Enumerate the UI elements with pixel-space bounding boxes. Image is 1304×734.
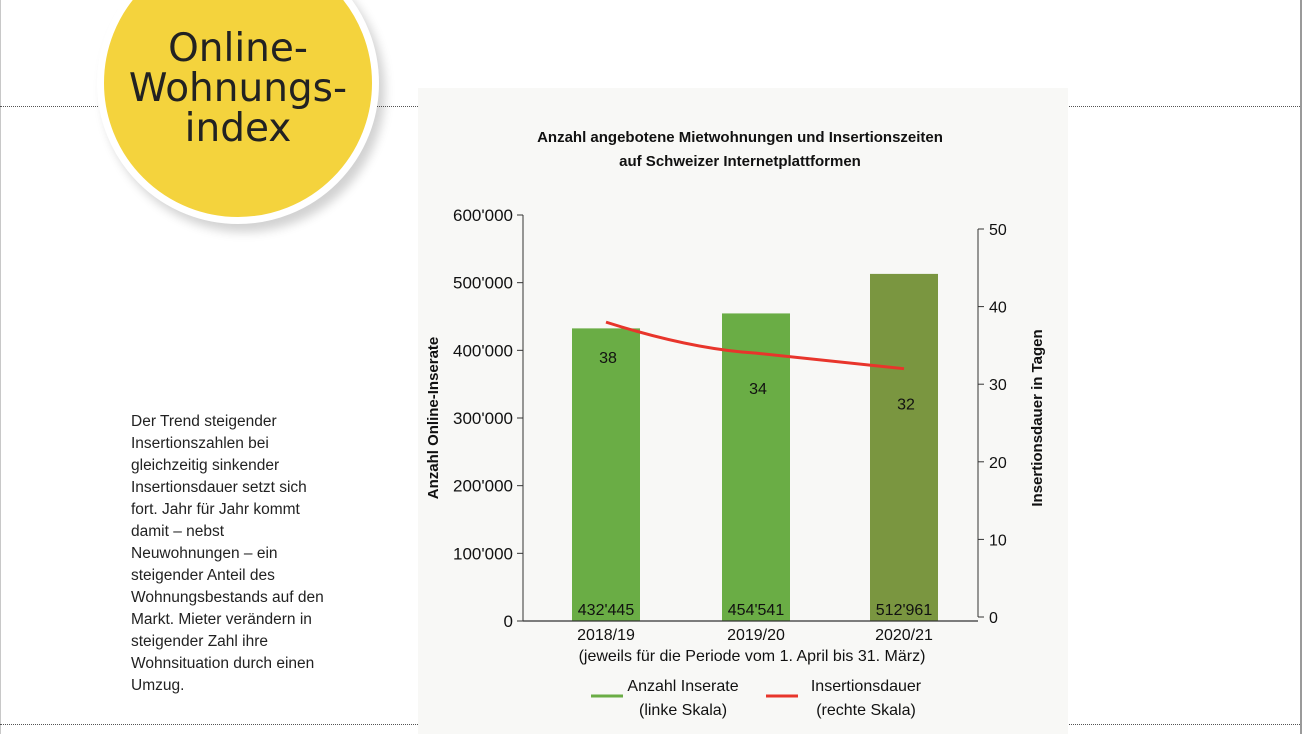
chart-subtitle: auf Schweizer Internetplattformen [619, 153, 861, 170]
x-tick-label: 2020/21 [875, 627, 933, 644]
page-edge-right [1300, 0, 1302, 734]
x-axis-label: (jeweils für die Periode vom 1. April bi… [579, 648, 926, 665]
y2-axis-title: Insertionsdauer in Tagen [1029, 329, 1046, 506]
page-edge-left [0, 0, 1, 734]
legend-sublabel-line: (rechte Skala) [816, 702, 916, 719]
badge-line: Online- [168, 26, 308, 71]
line-value-label: 34 [749, 381, 767, 398]
line-value-label: 38 [599, 350, 617, 367]
line-value-label: 32 [897, 397, 915, 414]
right-tick-label: 10 [989, 532, 1007, 549]
left-tick-label: 400'000 [453, 341, 513, 360]
legend-sublabel-bars: (linke Skala) [639, 702, 727, 719]
bar-value-label: 512'961 [876, 602, 933, 619]
left-tick-label: 300'000 [453, 409, 513, 428]
line-insertionsdauer [605, 320, 905, 371]
legend-label-bars: Anzahl Inserate [627, 678, 738, 695]
right-tick-label: 50 [989, 222, 1007, 239]
bar-2020/21 [870, 273, 938, 621]
left-tick-label: 200'000 [453, 477, 513, 496]
chart-title: Anzahl angebotene Mietwohnungen und Inse… [537, 129, 943, 146]
x-tick-label: 2018/19 [577, 627, 635, 644]
right-tick-label: 40 [989, 300, 1007, 317]
badge-line: index [184, 106, 292, 151]
bar-value-label: 432'445 [578, 602, 635, 619]
y-axis-title: Anzahl Online-Inserate [425, 337, 442, 500]
left-tick-label: 0 [504, 612, 513, 631]
x-tick-label: 2019/20 [727, 627, 785, 644]
section-badge: Online- Wohnungs- index [97, 0, 379, 224]
bar-value-label: 454'541 [728, 602, 785, 619]
left-tick-label: 500'000 [453, 274, 513, 293]
bar-2018/19 [572, 328, 640, 621]
right-tick-label: 20 [989, 455, 1007, 472]
left-tick-label: 100'000 [453, 544, 513, 563]
legend-label-line: Insertionsdauer [811, 678, 922, 695]
right-tick-label: 30 [989, 377, 1007, 394]
badge-title: Online- Wohnungs- index [104, 29, 372, 149]
badge-line: Wohnungs- [128, 66, 348, 111]
body-paragraph: Der Trend steigender Insertionszahlen be… [131, 413, 324, 694]
left-tick-label: 600'000 [453, 206, 513, 225]
bar-2019/20 [722, 313, 790, 621]
right-tick-label: 0 [989, 610, 998, 627]
